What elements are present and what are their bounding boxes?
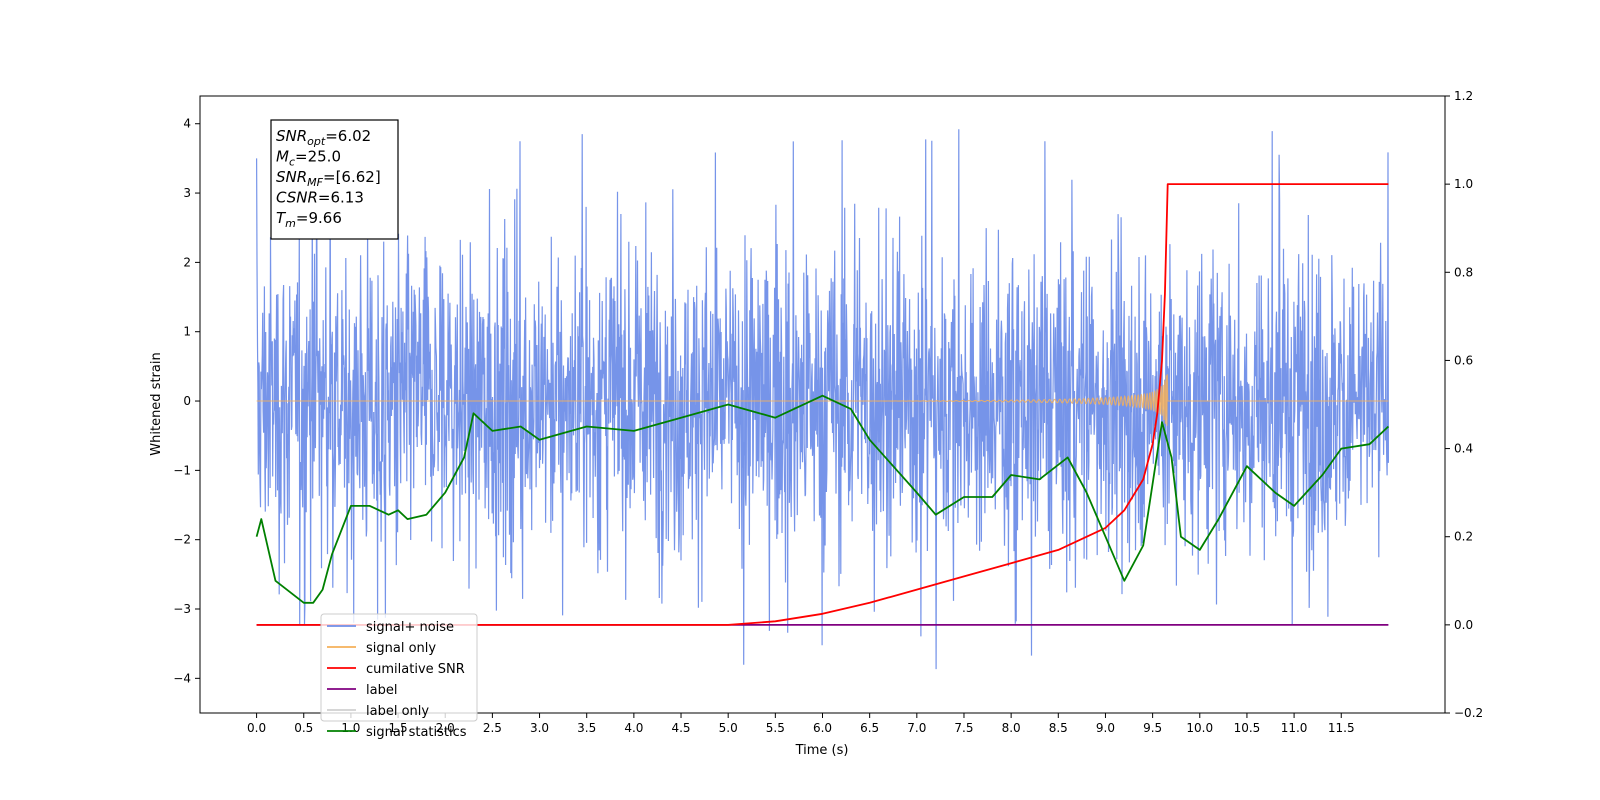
series-signal-statistics [255,394,1390,604]
annotation-symbol: M [276,148,289,166]
y2-tick-label: 0.4 [1454,442,1473,456]
legend-label: signal only [366,641,436,656]
x-tick-label: 1.5 [389,721,408,735]
legend: signal+ noise signal only cumilative SNR la… [320,613,478,740]
annotation-value: =25.0 [295,148,341,166]
x-tick-label: 3.5 [577,721,596,735]
y2-tick-label: 0.6 [1454,353,1473,367]
y2-tick-label: 0.8 [1454,265,1473,279]
y-tick-label: −4 [173,671,191,685]
annotation-subscript: m [285,217,296,230]
legend-label: label [366,683,397,698]
annotation-value: =[6.62] [323,168,381,186]
x-tick-label: 10.0 [1186,721,1213,735]
legend-label: cumilative SNR [366,662,465,677]
annotation-line: SNRopt=6.02 [276,127,371,148]
x-tick-label: 9.5 [1143,721,1162,735]
x-tick-label: 11.0 [1281,721,1308,735]
x-tick-label: 4.5 [671,721,690,735]
legend-label: signal statistics [366,725,467,740]
annotation-subscript: MF [307,176,323,189]
x-tick-label: 2.5 [483,721,502,735]
y-tick-label: −2 [173,533,191,547]
x-tick-label: 11.5 [1328,721,1355,735]
annotation-symbol: T [276,209,287,227]
annotation-box: SNRopt=6.02Mc=25.0SNRMF=[6.62]CSNR=6.13T… [270,119,399,240]
x-tick-label: 0.0 [247,721,266,735]
x-tick-label: 6.5 [860,721,879,735]
y-axis-left: 4 3 2 1 0 −1 −2 −3 −4 [173,117,200,685]
annotation-line: Mc=25.0 [276,148,341,169]
annotation-value: =6.02 [325,127,371,145]
annotation-subscript: c [289,156,295,169]
x-tick-label: 5.0 [719,721,738,735]
x-axis-label: Time (s) [795,743,849,758]
y2-tick-label: 1.2 [1454,89,1473,103]
x-tick-label: 3.0 [530,721,549,735]
y-tick-label: 1 [183,325,191,339]
y-tick-label: 0 [183,394,191,408]
annotation-line: Tm=9.66 [276,209,342,230]
series-cumulative-snr [256,183,1389,626]
x-tick-label: 5.5 [766,721,785,735]
y-tick-label: 4 [183,117,191,131]
annotation-value: =6.13 [318,189,364,207]
annotation-symbol: SNR [276,127,307,145]
legend-frame [320,613,478,722]
annotation-value: =9.66 [296,209,342,227]
x-tick-label: 6.0 [813,721,832,735]
y-axis-label: Whitened strain [149,352,164,455]
annotation-line: SNRMF=[6.62] [276,168,381,189]
annotation-line: CSNR=6.13 [276,189,364,207]
x-axis: 0.0 0.5 1.0 1.5 2.0 2.5 3.0 3.5 4.0 4.5 5.0 5.5 6.0 6… [247,713,1355,735]
x-tick-label: 2.0 [436,721,455,735]
annotation-subscript: opt [307,135,326,148]
y-tick-label: −3 [173,602,191,616]
series-signal-only [256,374,1389,426]
y-tick-label: 3 [183,186,191,200]
x-tick-label: 0.5 [294,721,313,735]
x-tick-label: 10.5 [1234,721,1261,735]
x-tick-label: 9.0 [1096,721,1115,735]
y2-tick-label: 1.0 [1454,177,1473,191]
x-tick-label: 8.0 [1002,721,1021,735]
annotation-symbol: CSNR [276,189,318,207]
y-tick-label: −1 [173,463,191,477]
legend-label: label only [366,704,429,719]
y-tick-label: 2 [183,255,191,269]
x-tick-label: 4.0 [624,721,643,735]
x-tick-label: 7.0 [907,721,926,735]
annotation-symbol: SNR [276,168,307,186]
y2-tick-label: 0.0 [1454,618,1473,632]
y-axis-right: 1.2 1.0 0.8 0.6 0.4 0.2 0.0 −0.2 [1445,89,1483,720]
series-signal-noise [256,125,1389,670]
x-tick-label: 8.5 [1049,721,1068,735]
x-tick-label: 1.0 [341,721,360,735]
annotation-frame [270,119,399,240]
y2-tick-label: −0.2 [1454,706,1483,720]
x-tick-label: 7.5 [954,721,973,735]
y2-tick-label: 0.2 [1454,530,1473,544]
legend-label: signal+ noise [366,620,454,635]
